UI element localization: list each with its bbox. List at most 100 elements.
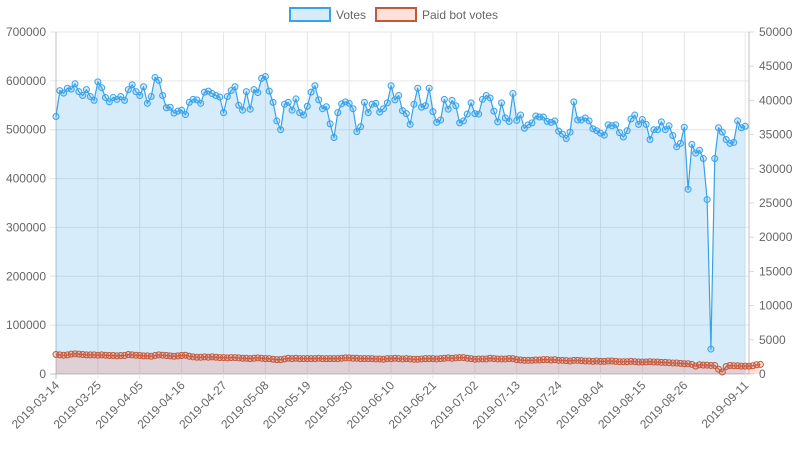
data-point: [349, 105, 357, 113]
data-point: [98, 84, 106, 92]
data-point: [425, 84, 433, 92]
data-point: [654, 126, 662, 134]
x-tick-label: 2019-09-11: [699, 378, 752, 431]
data-point: [246, 105, 254, 113]
data-point: [638, 115, 646, 123]
data-point: [577, 116, 585, 124]
data-point: [711, 155, 719, 163]
data-point: [387, 82, 395, 90]
y-left-tick-label: 700000: [6, 25, 46, 39]
data-point: [456, 119, 464, 127]
data-point: [528, 119, 536, 127]
data-point: [421, 102, 429, 110]
data-point: [330, 134, 338, 142]
data-point: [410, 100, 418, 108]
data-point: [418, 103, 426, 111]
data-point: [357, 123, 365, 131]
data-point: [612, 121, 620, 129]
y-right-tick-label: 40000: [759, 93, 793, 107]
data-point: [315, 96, 323, 104]
data-point: [235, 101, 243, 109]
data-point: [353, 128, 361, 136]
data-point: [136, 92, 144, 100]
data-point: [124, 86, 132, 94]
data-point: [402, 110, 410, 118]
series-points-0: [52, 72, 749, 353]
data-point: [692, 362, 700, 370]
y-left-tick-label: 100000: [6, 318, 46, 332]
data-point: [265, 87, 273, 95]
data-point: [143, 99, 151, 107]
data-point: [631, 111, 639, 119]
data-point: [440, 95, 448, 103]
data-point: [216, 93, 224, 101]
data-point: [231, 83, 239, 91]
data-point: [326, 120, 334, 128]
data-point: [616, 129, 624, 137]
y-right-tick-label: 5000: [759, 333, 786, 347]
data-point: [52, 113, 60, 121]
data-point: [444, 105, 452, 113]
data-point: [277, 126, 285, 134]
y-right-tick-label: 20000: [759, 230, 793, 244]
chart-legend[interactable]: Votes Paid bot votes: [289, 7, 498, 22]
data-point: [642, 120, 650, 128]
data-point: [128, 81, 136, 89]
y-left-tick-label: 0: [39, 367, 46, 381]
data-point: [707, 345, 715, 353]
y-left-tick-label: 600000: [6, 74, 46, 88]
data-point: [159, 92, 167, 100]
data-point: [513, 116, 521, 124]
chart-areas: [56, 76, 761, 375]
data-point: [223, 92, 231, 100]
data-point: [273, 117, 281, 125]
series-points-1: [52, 350, 764, 376]
data-point: [459, 117, 467, 125]
data-point: [646, 135, 654, 143]
data-point: [635, 120, 643, 128]
legend-swatch-0: [289, 7, 331, 22]
data-point: [437, 116, 445, 124]
data-point: [486, 94, 494, 102]
data-point: [284, 98, 292, 106]
data-point: [551, 117, 559, 125]
data-point: [756, 360, 764, 368]
data-point: [102, 93, 109, 101]
data-point: [261, 72, 269, 80]
data-point: [360, 98, 368, 106]
data-point: [155, 76, 163, 84]
data-point: [699, 155, 707, 163]
data-point: [498, 99, 505, 107]
data-point: [448, 96, 456, 104]
data-point: [585, 117, 593, 125]
data-point: [94, 78, 102, 86]
data-point: [372, 99, 380, 107]
data-point: [467, 99, 475, 107]
y-left-tick-label: 300000: [6, 220, 46, 234]
data-point: [684, 185, 692, 193]
data-point: [364, 109, 372, 117]
data-point: [147, 92, 155, 100]
data-point: [429, 108, 437, 116]
data-point: [391, 96, 399, 104]
data-point: [258, 74, 266, 82]
data-point: [657, 118, 665, 126]
data-point: [121, 96, 129, 104]
data-point: [619, 133, 627, 141]
data-point: [67, 85, 75, 93]
data-point: [452, 102, 460, 110]
data-point: [547, 118, 555, 126]
data-point: [345, 99, 353, 107]
data-point: [341, 98, 349, 106]
data-point: [688, 140, 696, 148]
legend-swatch-1: [375, 7, 417, 22]
y-left-tick-label: 400000: [6, 172, 46, 186]
data-point: [181, 111, 189, 119]
data-point: [414, 84, 422, 92]
data-point: [680, 123, 688, 131]
data-point: [463, 110, 471, 118]
y-left-tick-label: 500000: [6, 123, 46, 137]
data-point: [220, 109, 228, 117]
data-point: [60, 89, 68, 97]
data-point: [505, 117, 513, 125]
